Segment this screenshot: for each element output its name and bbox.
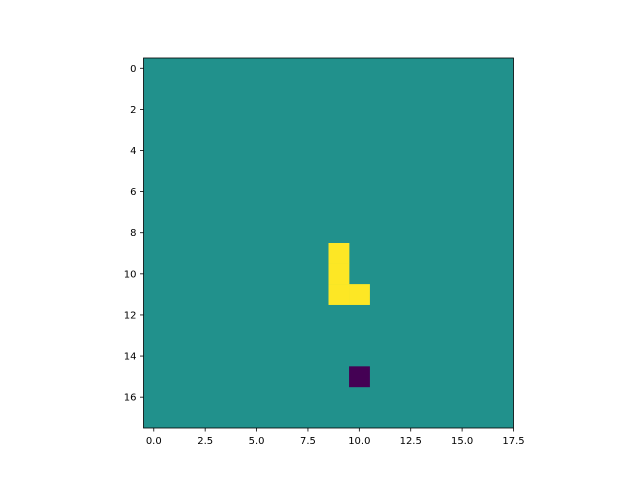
x-tick-label: 15.0 bbox=[451, 436, 473, 447]
x-tick-label: 2.5 bbox=[197, 436, 213, 447]
x-tick-label: 0.0 bbox=[146, 436, 162, 447]
plot-area bbox=[143, 57, 514, 429]
y-tick-label: 6 bbox=[130, 187, 136, 198]
y-tick-label: 8 bbox=[130, 228, 136, 239]
y-tick-label: 16 bbox=[124, 393, 137, 404]
heatmap-cell bbox=[349, 366, 370, 388]
heatmap-cell bbox=[328, 243, 350, 264]
heatmap-cell bbox=[328, 263, 350, 285]
y-tick-label: 10 bbox=[124, 269, 137, 280]
heatmap-cell bbox=[349, 284, 370, 305]
y-tick-label: 0 bbox=[130, 64, 136, 75]
y-axis: 0 2 4 6 8 10 12 14 16 bbox=[124, 64, 144, 404]
y-tick-label: 14 bbox=[124, 352, 137, 363]
y-tick-label: 12 bbox=[124, 310, 137, 321]
x-tick-label: 10.0 bbox=[348, 436, 370, 447]
x-tick-label: 12.5 bbox=[400, 436, 422, 447]
y-tick-label: 4 bbox=[130, 146, 136, 157]
x-tick-label: 5.0 bbox=[249, 436, 265, 447]
y-tick-label: 2 bbox=[130, 105, 136, 116]
x-axis: 0.0 2.5 5.0 7.5 10.0 12.5 15.0 17.5 bbox=[146, 428, 525, 447]
x-tick-label: 17.5 bbox=[502, 436, 524, 447]
heatmap-cell bbox=[328, 284, 350, 305]
x-tick-label: 7.5 bbox=[300, 436, 316, 447]
plot-frame bbox=[143, 57, 514, 429]
